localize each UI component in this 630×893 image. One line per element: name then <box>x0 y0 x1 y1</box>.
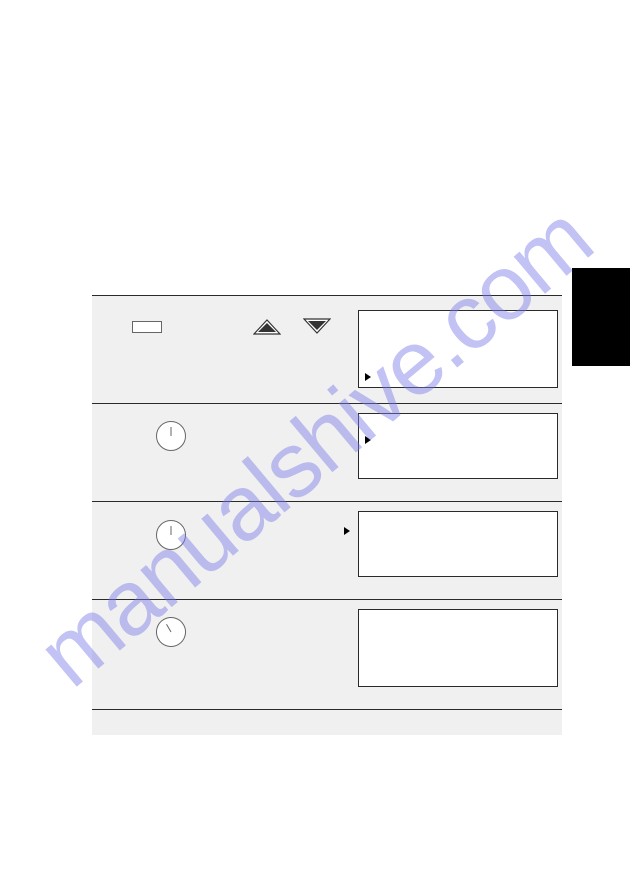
side-tab <box>572 268 630 366</box>
dial-1[interactable] <box>156 421 186 451</box>
row-divider-2 <box>92 403 562 404</box>
display-box-4 <box>358 609 558 687</box>
marker-icon <box>365 436 371 444</box>
display-box-1 <box>358 310 558 388</box>
dial-3[interactable] <box>151 612 192 653</box>
row-divider-1 <box>92 295 562 296</box>
display-box-3 <box>358 511 558 577</box>
down-arrow-button[interactable] <box>303 318 331 335</box>
up-arrow-button[interactable] <box>253 318 281 335</box>
row-divider-3 <box>92 501 562 502</box>
row-divider-5 <box>92 709 562 710</box>
marker-icon <box>344 527 350 535</box>
dial-2[interactable] <box>156 520 186 550</box>
row-divider-4 <box>92 599 562 600</box>
content-area <box>92 295 562 735</box>
button-rect[interactable] <box>132 321 162 333</box>
display-box-2 <box>358 413 558 479</box>
marker-icon <box>365 373 371 381</box>
